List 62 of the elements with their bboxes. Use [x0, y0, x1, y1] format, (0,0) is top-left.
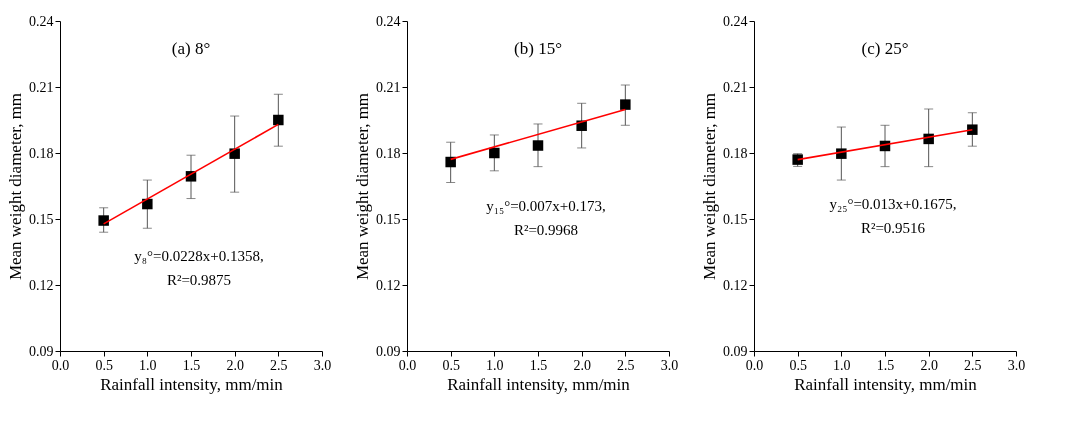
y-tick-label: 0.24 [723, 13, 748, 29]
annotation: R²=0.9516 [860, 220, 926, 237]
text: (b) 15° [514, 39, 562, 58]
y-tick-label: 0.15 [29, 211, 54, 227]
x-tick-label: 2.0 [573, 357, 591, 373]
x-tick-label: 0.5 [442, 357, 460, 373]
x-tick-label: 3.0 [660, 357, 679, 373]
y-tick-label: 0.12 [29, 277, 54, 293]
y-tick-label: 0.18 [376, 145, 401, 161]
x-tick-label: 1.0 [833, 357, 851, 373]
text: (a) 8° [171, 39, 211, 58]
y-axis-title: Mean weight diameter, mm [353, 92, 372, 281]
annotation: R²=0.9968 [513, 222, 579, 239]
y-tick-label: 0.18 [723, 145, 748, 161]
y-tick-label: 0.12 [723, 277, 748, 293]
y-tick-label: 0.24 [29, 13, 54, 29]
y-tick-label: 0.21 [723, 79, 748, 95]
point [98, 215, 109, 226]
y-tick-label: 0.09 [29, 343, 54, 359]
x-tick-label: 0.5 [95, 357, 113, 373]
x-axis-title: Rainfall intensity, mm/min [100, 374, 284, 394]
x-tick-label: 2.0 [920, 357, 938, 373]
y-tick-label: 0.09 [376, 343, 401, 359]
x-tick-label: 0.0 [398, 357, 417, 373]
x-axis-title: Rainfall intensity, mm/min [794, 374, 978, 394]
y-tick-label: 0.09 [723, 343, 748, 359]
y-tick-label: 0.15 [376, 211, 401, 227]
x-tick-label: 1.0 [486, 357, 504, 373]
y-axis-title: Mean weight diameter, mm [700, 92, 719, 281]
x-tick-label: 0.0 [745, 357, 764, 373]
text: (c) 25° [861, 39, 909, 58]
y-axis-title: Mean weight diameter, mm [6, 92, 25, 281]
annotation: y₁₅°=0.007x+0.173, [486, 198, 606, 215]
point [620, 99, 631, 110]
point [142, 198, 153, 210]
x-tick-label: 2.5 [964, 357, 982, 373]
point [489, 147, 500, 159]
y-tick-label: 0.18 [29, 145, 54, 161]
point [967, 124, 978, 135]
x-tick-label: 3.0 [1007, 357, 1026, 373]
point [532, 140, 544, 151]
x-tick-label: 2.0 [226, 357, 244, 373]
x-tick-label: 1.5 [182, 357, 201, 373]
x-axis-title: Rainfall intensity, mm/min [447, 374, 631, 394]
x-tick-label: 2.5 [270, 357, 288, 373]
annotation: y₈°=0.0228x+0.1358, [134, 248, 264, 265]
x-tick-label: 1.0 [139, 357, 157, 373]
point [273, 114, 284, 126]
annotation: R²=0.9875 [166, 272, 232, 289]
x-tick-label: 2.5 [617, 357, 635, 373]
y-tick-label: 0.24 [376, 13, 401, 29]
y-tick-label: 0.12 [376, 277, 401, 293]
point [445, 156, 456, 168]
y-tick-label: 0.15 [723, 211, 748, 227]
x-tick-label: 3.0 [313, 357, 332, 373]
x-tick-label: 0.0 [51, 357, 70, 373]
x-tick-label: 1.5 [876, 357, 895, 373]
x-tick-label: 1.5 [529, 357, 548, 373]
y-tick-label: 0.21 [376, 79, 401, 95]
y-tick-label: 0.21 [29, 79, 54, 95]
x-tick-label: 0.5 [789, 357, 807, 373]
annotation: y₂₅°=0.013x+0.1675, [829, 196, 957, 213]
